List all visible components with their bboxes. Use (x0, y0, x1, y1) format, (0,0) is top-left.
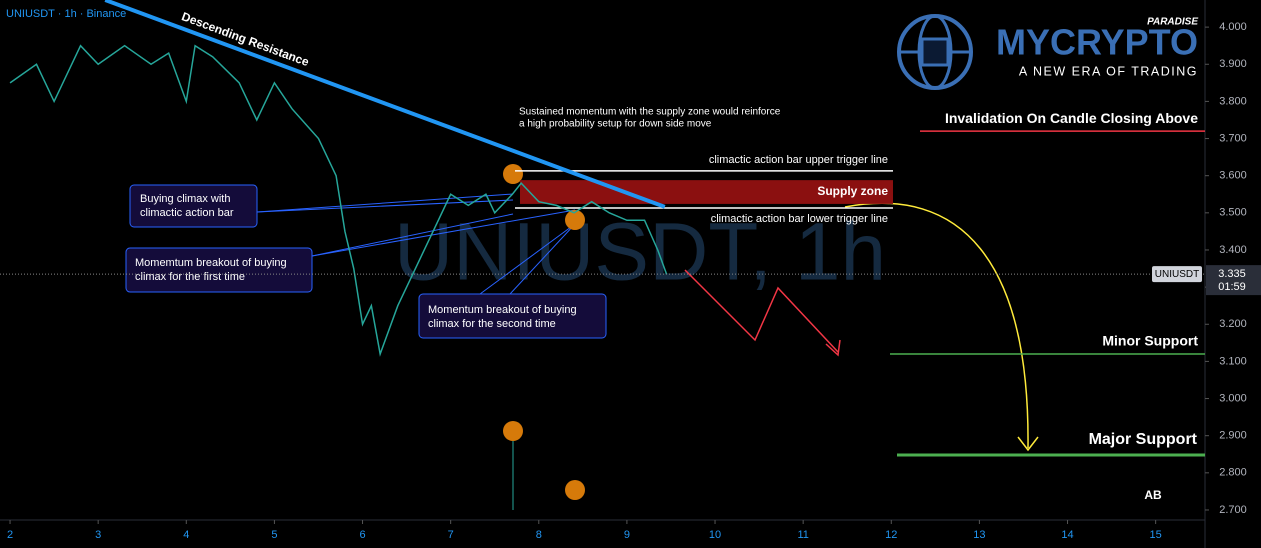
y-tick-label: 3.100 (1219, 355, 1247, 367)
projection-arrow (684, 269, 839, 353)
x-tick-label: 4 (183, 529, 189, 541)
callout-box (129, 184, 258, 228)
x-tick-label: 10 (709, 529, 721, 541)
logo-tag: PARADISE (1147, 17, 1198, 28)
x-tick-label: 11 (797, 529, 808, 541)
connector (509, 223, 576, 295)
y-tick-label: 2.700 (1219, 504, 1247, 516)
y-tick-label: 3.400 (1219, 244, 1247, 256)
x-tick-label: 7 (448, 529, 454, 541)
x-tick-label: 5 (271, 529, 277, 541)
level-label: climactic action bar upper trigger line (709, 154, 888, 166)
connector (479, 223, 576, 295)
y-tick-label: 3.700 (1219, 132, 1247, 144)
callout-box (418, 293, 607, 339)
marker (565, 480, 585, 500)
note-text: a high probability setup for down side m… (519, 119, 712, 130)
y-tick-label: 3.900 (1219, 58, 1247, 70)
resistance-line (104, 0, 666, 209)
x-tick-label: 9 (624, 529, 630, 541)
callout-text: climactic action bar (140, 207, 234, 219)
note-text: Sustained momentum with the supply zone … (519, 107, 781, 118)
logo: MYCRYPTO PARADISE A NEW ERA OF TRADING (897, 14, 1198, 90)
x-tick-label: 2 (7, 529, 13, 541)
marker (565, 210, 585, 230)
price-tag: UNIUSDT (1155, 269, 1199, 280)
connectors (256, 193, 576, 295)
y-tick-label: 4.000 (1219, 21, 1247, 33)
y-tick-label: 2.900 (1219, 430, 1247, 442)
arrow-head (1017, 436, 1039, 452)
level-label: Major Support (1089, 431, 1198, 448)
y-tick-label: 3.600 (1219, 170, 1247, 182)
callout-text: climax for the second time (428, 318, 556, 330)
y-tick-label: 3.500 (1219, 207, 1247, 219)
supply-zone-label: Supply zone (817, 184, 888, 198)
last-price-bg (1206, 265, 1261, 296)
connector (311, 213, 514, 257)
callout-text: climax for the first time (135, 271, 245, 283)
logo-brand: MYCRYPTO (996, 22, 1198, 63)
x-tick-label: 13 (973, 529, 985, 541)
callout-text: Momentum breakout of buying (428, 304, 577, 316)
level-label: Invalidation On Candle Closing Above (945, 110, 1198, 126)
level-label: Minor Support (1102, 333, 1198, 349)
countdown: 01:59 (1218, 281, 1246, 293)
x-tick-label: 6 (359, 529, 365, 541)
logo-chip (920, 37, 950, 67)
connector (256, 193, 514, 213)
x-tick-label: 15 (1150, 529, 1162, 541)
level-label: climactic action bar lower trigger line (711, 213, 888, 225)
arrow-head (825, 339, 841, 357)
y-tick-label: 3.200 (1219, 318, 1247, 330)
marker (503, 164, 523, 184)
last-price: 3.335 (1218, 268, 1246, 280)
y-tick-label: 3.000 (1219, 392, 1247, 404)
x-tick-label: 3 (95, 529, 101, 541)
connector (256, 199, 514, 213)
author: AB (1144, 488, 1162, 502)
logo-slogan: A NEW ERA OF TRADING (1019, 64, 1198, 78)
price-tag-bg (1152, 266, 1202, 283)
callout-text: Buying climax with (140, 193, 230, 205)
marker (503, 421, 523, 441)
x-tick-label: 8 (536, 529, 542, 541)
callout-text: Momemtum breakout of buying (135, 257, 287, 269)
callout-box (125, 247, 313, 293)
connector (311, 209, 576, 257)
y-tick-label: 3.800 (1219, 95, 1247, 107)
x-tick-label: 14 (1061, 529, 1073, 541)
x-tick-label: 12 (885, 529, 897, 541)
chart-title: UNIUSDT · 1h · Binance (6, 8, 126, 20)
price-line (9, 44, 668, 357)
y-tick-label: 2.800 (1219, 467, 1247, 479)
